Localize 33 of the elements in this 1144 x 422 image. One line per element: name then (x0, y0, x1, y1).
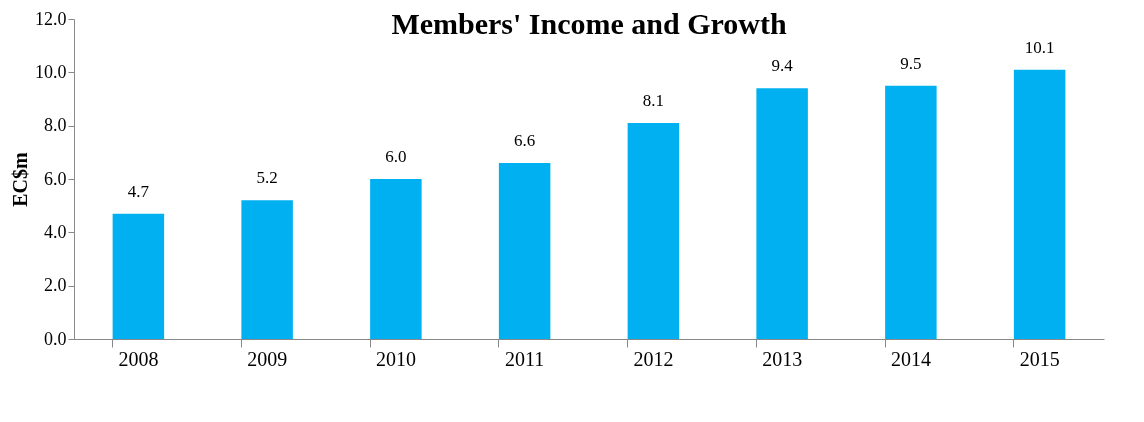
y-tick-label: 2.0 (44, 275, 67, 296)
x-tick-label: 2013 (762, 347, 803, 370)
y-tick-label: 0.0 (44, 328, 67, 349)
y-axis-title: EC$m (9, 151, 31, 207)
data-label: 9.4 (771, 56, 794, 76)
bar (627, 123, 680, 339)
bar (756, 88, 808, 339)
data-label: 9.5 (900, 53, 922, 73)
data-label: 4.7 (127, 181, 150, 201)
x-tick-label: 2008 (118, 347, 159, 370)
chart-title: Members' Income and Growth (391, 7, 787, 40)
x-tick-label: 2010 (375, 347, 416, 370)
data-label: 6.0 (385, 147, 407, 166)
bar (498, 163, 551, 339)
x-tick-label: 2014 (890, 347, 931, 370)
x-tick-label: 2011 (504, 347, 545, 370)
y-tick-label: 8.0 (44, 115, 67, 136)
y-tick-label: 6.0 (44, 168, 67, 189)
x-tick-label: 2015 (1019, 347, 1060, 370)
y-tick-label: 12.0 (35, 8, 67, 29)
data-label: 6.6 (514, 131, 536, 150)
y-tick-label: 10.0 (35, 61, 67, 82)
data-label: 10.1 (1024, 37, 1055, 57)
bar (1013, 69, 1066, 339)
data-label: 8.1 (642, 91, 664, 110)
bar (885, 85, 937, 339)
bar (112, 213, 165, 339)
x-tick-label: 2009 (247, 347, 288, 370)
bar (241, 200, 293, 339)
x-tick-label: 2012 (633, 347, 674, 370)
data-label: 5.2 (256, 168, 278, 188)
bar (370, 179, 422, 339)
y-tick-label: 4.0 (44, 221, 67, 242)
